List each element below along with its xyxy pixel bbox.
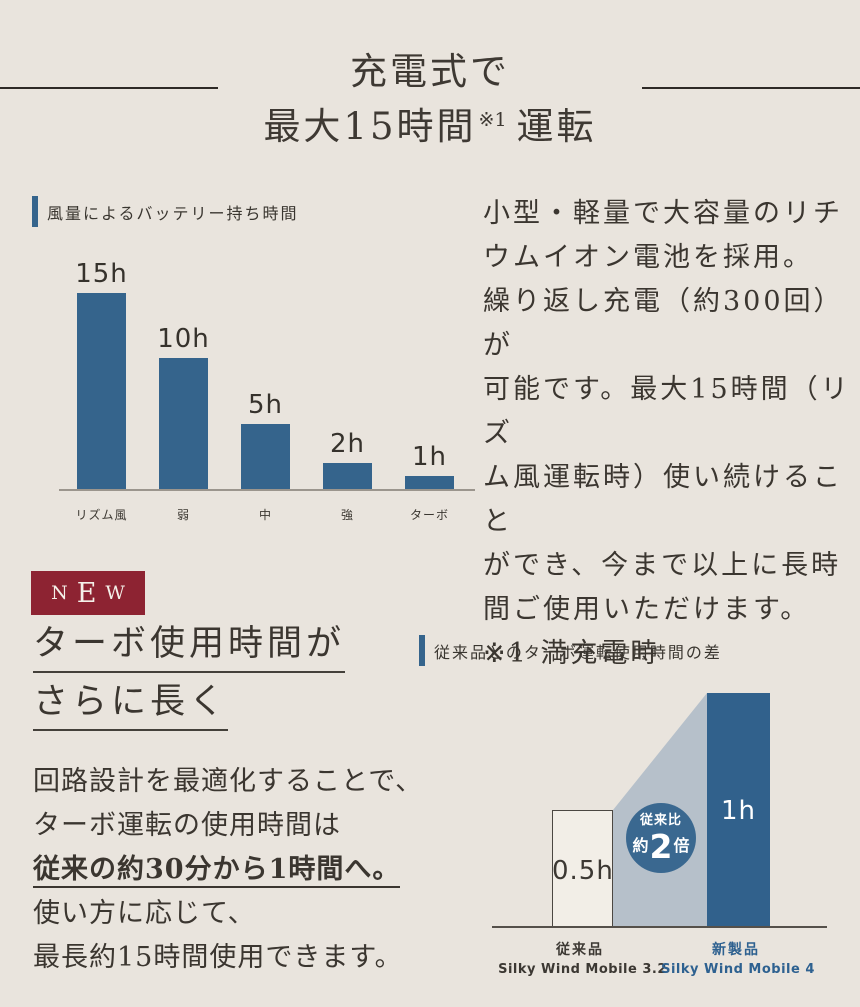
battery-chart-header: 風量によるバッテリー持ち時間 — [32, 196, 299, 227]
text-line: 使い方に応じて、 — [33, 898, 256, 929]
new-badge-letter: W — [105, 581, 125, 604]
new-product-value-label: 1h — [720, 796, 757, 826]
bar-value-label: 1h — [411, 442, 448, 472]
old-product-bar — [552, 810, 613, 927]
comparison-chart-title: 従来品とのターボ運転使用時間の差 — [434, 642, 722, 662]
title-line-1: 充電式で — [350, 50, 510, 93]
text-line: 間ご使用いただけます。 — [483, 594, 811, 625]
old-product-category-label: 従来品 — [556, 942, 604, 958]
ratio-suffix: 倍 — [673, 836, 690, 856]
bar — [405, 476, 454, 489]
title-rule-left — [0, 87, 218, 89]
ratio-approx: 約 — [632, 836, 649, 856]
turbo-heading-line-2: さらに長く — [33, 685, 229, 731]
text-line: 最長約15時間使用できます。 — [33, 942, 403, 973]
bar-category-label: 弱 — [176, 508, 190, 522]
turbo-heading: ターボ使用時間が さらに長く — [33, 627, 346, 743]
x-axis — [59, 489, 475, 491]
ratio-badge-caption: 従来比 — [639, 813, 682, 829]
bar-category-label: リズム風 — [75, 508, 128, 522]
turbo-heading-line-1: ターボ使用時間が — [33, 627, 346, 673]
title-line-2-main: 最大15時間 — [263, 105, 477, 148]
bar — [241, 424, 290, 489]
bar-category-label: 強 — [340, 508, 354, 522]
text-line: ターボ運転の使用時間は — [33, 810, 341, 841]
title-line-2-rest: 運転 — [516, 105, 597, 148]
title-line-2: 最大15時間 ※1 運転 — [263, 105, 596, 148]
new-badge-letter: E — [76, 577, 97, 609]
text-line: 小型・軽量で大容量のリチ — [483, 198, 843, 229]
bar-category-label: 中 — [258, 508, 272, 522]
battery-chart-title: 風量によるバッテリー持ち時間 — [47, 203, 299, 223]
text-line: ※1 満充電時 — [483, 638, 661, 669]
text-line: ができ、今まで以上に長時 — [483, 550, 842, 581]
x-axis — [492, 926, 827, 928]
bar-value-label: 10h — [157, 324, 210, 354]
text-line: 回路設計を最適化することで、 — [33, 766, 424, 797]
bar-value-label: 2h — [329, 429, 366, 459]
old-product-name-label: Silky Wind Mobile 3.2 — [498, 962, 667, 977]
new-badge-letter: N — [51, 581, 68, 604]
bar — [323, 463, 372, 489]
bar-value-label: 5h — [247, 390, 284, 420]
ratio-number: 2 — [649, 826, 673, 866]
title-rule-right — [642, 87, 860, 89]
new-product-category-label: 新製品 — [712, 942, 760, 958]
battery-bar-chart: 15h リズム風 10h 弱 5h 中 2h 強 1h ターボ — [33, 252, 475, 532]
page-title: 充電式で 最大15時間 ※1 運転 — [0, 48, 860, 151]
text-line: ウムイオン電池を採用。 — [483, 242, 813, 273]
bar — [159, 358, 208, 489]
text-line: ム風運転時）使い続けること — [483, 462, 843, 537]
bar-category-label: ターボ — [409, 508, 449, 522]
bar-value-label: 15h — [75, 259, 128, 289]
footnote-marker: ※1 — [478, 109, 507, 131]
old-product-value-label: 0.5h — [552, 856, 614, 886]
text-line: 繰り返し充電（約300回）が — [483, 286, 844, 361]
text-line: 可能です。最大15時間（リズ — [483, 374, 851, 449]
battery-description: 小型・軽量で大容量のリチ ウムイオン電池を採用。繰り返し充電（約300回）が 可能で… — [483, 192, 860, 676]
new-product-bar — [707, 693, 770, 927]
comparison-chart-header: 従来品とのターボ運転使用時間の差 — [419, 635, 722, 666]
bar — [77, 293, 126, 489]
turbo-description: 回路設計を最適化することで、 ターボ運転の使用時間は従来の約30分から1時間へ。使… — [33, 760, 423, 980]
text-line: 従来の約30分から1時間へ。 — [33, 854, 401, 888]
new-product-name-label: Silky Wind Mobile 4 — [661, 962, 815, 977]
accent-bar-icon — [419, 635, 425, 666]
accent-bar-icon — [32, 196, 38, 227]
